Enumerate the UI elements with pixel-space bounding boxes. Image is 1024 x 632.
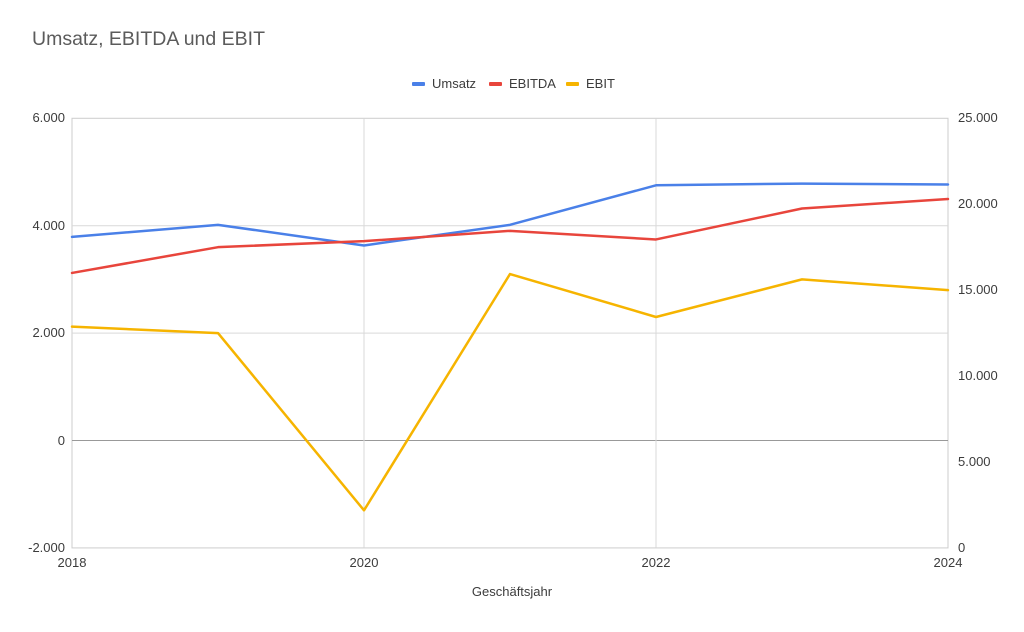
svg-text:0: 0 <box>58 433 65 448</box>
svg-text:2024: 2024 <box>934 555 963 570</box>
svg-text:20.000: 20.000 <box>958 196 998 211</box>
svg-text:15.000: 15.000 <box>958 282 998 297</box>
svg-text:2018: 2018 <box>58 555 87 570</box>
svg-text:25.000: 25.000 <box>958 110 998 125</box>
svg-text:2020: 2020 <box>350 555 379 570</box>
svg-text:2.000: 2.000 <box>32 325 65 340</box>
svg-text:10.000: 10.000 <box>958 368 998 383</box>
svg-text:-2.000: -2.000 <box>28 540 65 555</box>
svg-text:6.000: 6.000 <box>32 110 65 125</box>
svg-text:5.000: 5.000 <box>958 454 991 469</box>
svg-text:4.000: 4.000 <box>32 218 65 233</box>
svg-text:0: 0 <box>958 540 965 555</box>
svg-text:2022: 2022 <box>642 555 671 570</box>
